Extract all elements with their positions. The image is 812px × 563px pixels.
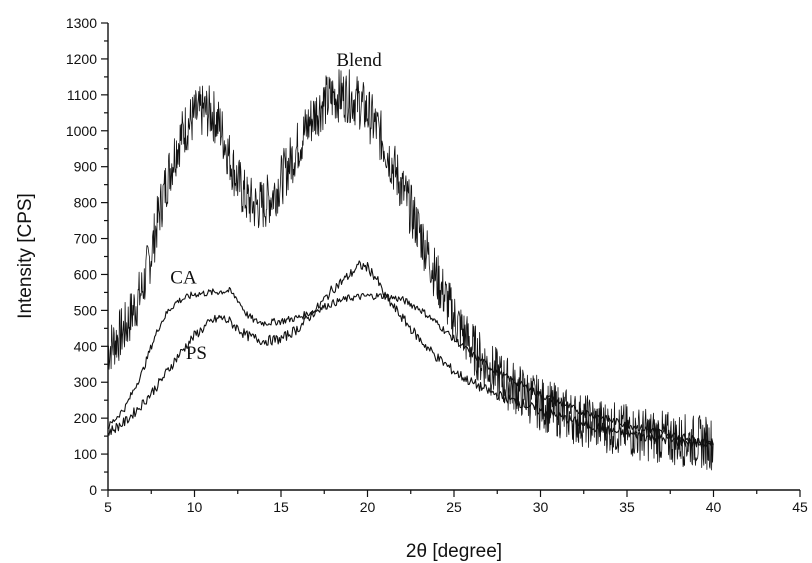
series-ca-line	[107, 286, 714, 447]
y-tick-label: 700	[74, 231, 98, 247]
y-tick-label: 100	[74, 446, 98, 462]
y-tick-label: 1200	[66, 51, 97, 67]
x-tick-label: 45	[792, 499, 808, 515]
y-axis-ticks: 0 100 200 300 400 500 600 700 800 900 1000 1100 1200…	[66, 15, 108, 498]
x-tick-label: 20	[360, 499, 376, 515]
y-tick-label: 500	[74, 302, 98, 318]
series-blend-line	[107, 69, 714, 471]
series-ps-line	[107, 260, 714, 449]
x-tick-label: 40	[706, 499, 722, 515]
y-tick-label: 0	[89, 482, 97, 498]
y-tick-label: 200	[74, 410, 98, 426]
series-ca-label: CA	[170, 267, 197, 288]
y-tick-label: 300	[74, 374, 98, 390]
y-tick-label: 800	[74, 195, 98, 211]
x-tick-label: 15	[273, 499, 289, 515]
y-axis-title: Intensity [CPS]	[15, 193, 36, 319]
x-tick-label: 10	[187, 499, 203, 515]
y-tick-label: 900	[74, 159, 98, 175]
x-tick-label: 5	[104, 499, 112, 515]
series-blend-label: Blend	[336, 50, 382, 71]
x-axis-title: 2θ [degree]	[406, 541, 502, 562]
series-ps-label: PS	[186, 343, 207, 364]
y-tick-label: 1000	[66, 123, 97, 139]
x-tick-label: 35	[619, 499, 635, 515]
series-group: Blend CA PS	[107, 50, 714, 471]
y-tick-label: 1300	[66, 15, 97, 31]
y-tick-label: 1100	[67, 87, 97, 103]
x-tick-label: 25	[446, 499, 462, 515]
y-tick-label: 400	[74, 338, 98, 354]
x-tick-label: 30	[533, 499, 549, 515]
y-tick-label: 600	[74, 266, 98, 282]
x-axis-ticks: 5 10 15 20 25 30 35 40 45	[104, 490, 808, 515]
